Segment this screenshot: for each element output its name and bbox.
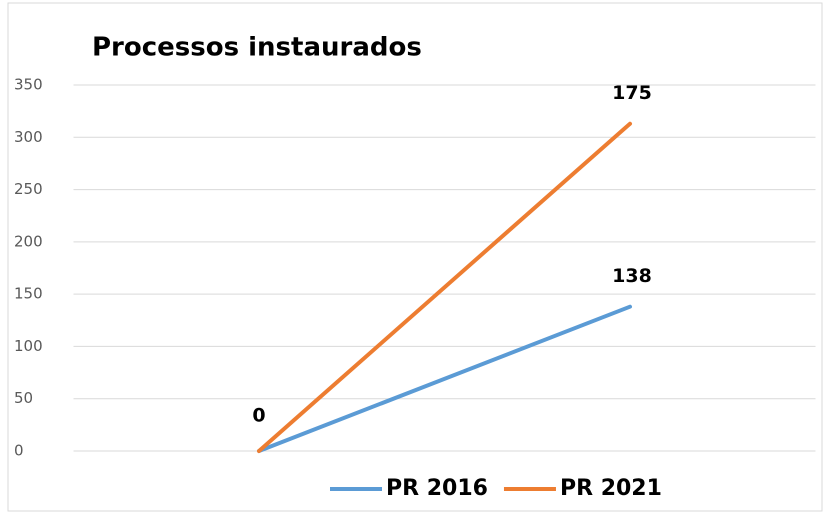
data-label: 0 — [252, 405, 265, 427]
y-tick-label: 300 — [14, 128, 43, 146]
y-tick-label: 0 — [14, 442, 24, 460]
legend-label: PR 2021 — [560, 476, 662, 501]
line — [257, 304, 632, 453]
y-tick-label: 250 — [14, 180, 43, 198]
y-tick-label: 350 — [14, 76, 43, 94]
line — [257, 121, 632, 453]
chart-title: Processos instaurados — [92, 33, 422, 63]
data-label: 138 — [612, 265, 652, 287]
legend-label: PR 2016 — [386, 476, 488, 501]
y-tick-label: 200 — [14, 232, 43, 250]
data-label: 175 — [612, 82, 652, 104]
y-tick-label: 50 — [14, 389, 33, 407]
y-tick-label: 150 — [14, 285, 43, 303]
chart-frame — [7, 2, 823, 512]
y-tick-label: 100 — [14, 337, 43, 355]
